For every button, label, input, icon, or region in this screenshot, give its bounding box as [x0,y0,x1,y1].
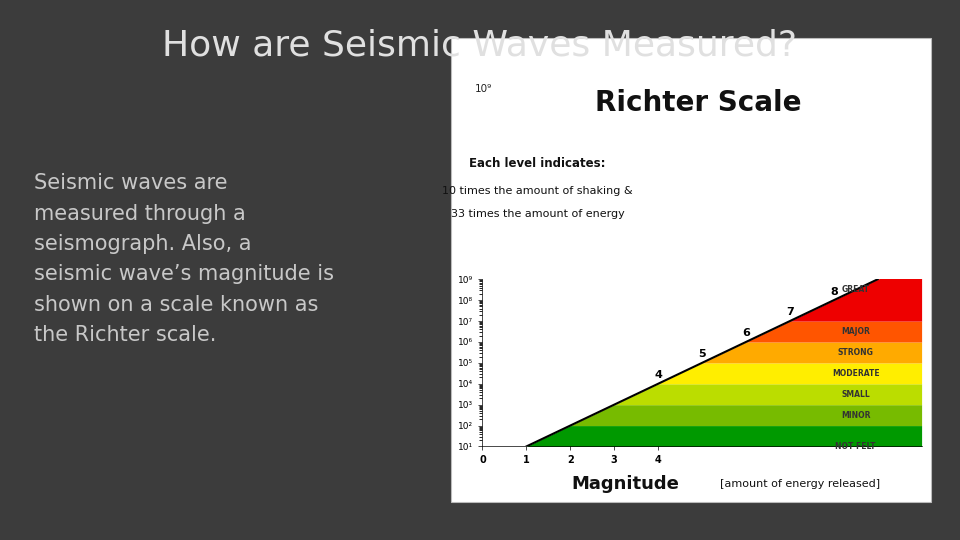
Text: STRONG: STRONG [838,348,874,357]
Text: Seismic waves are
measured through a
seismograph. Also, a
seismic wave’s magnitu: Seismic waves are measured through a sei… [34,173,334,345]
Text: Magnitude: Magnitude [571,475,679,492]
Text: Richter Scale: Richter Scale [595,89,802,117]
Text: NOT FELT: NOT FELT [835,442,876,451]
Text: SMALL: SMALL [841,390,870,399]
Text: 5: 5 [698,349,706,359]
Text: [amount of energy released]: [amount of energy released] [720,478,880,489]
Text: MODERATE: MODERATE [832,369,879,378]
Text: 8: 8 [829,287,838,296]
Text: 10 times the amount of shaking &: 10 times the amount of shaking & [443,186,633,196]
Text: 33 times the amount of energy: 33 times the amount of energy [451,210,624,219]
Text: 7: 7 [786,307,794,318]
Text: How are Seismic Waves Measured?: How are Seismic Waves Measured? [162,29,798,63]
Text: Each level indicates:: Each level indicates: [469,157,606,170]
Text: MINOR: MINOR [841,410,871,420]
Text: GREAT: GREAT [842,285,870,294]
Text: MAJOR: MAJOR [841,327,870,336]
FancyBboxPatch shape [451,38,931,502]
Text: 10⁹: 10⁹ [475,84,492,94]
Text: 4: 4 [654,370,662,380]
Text: 6: 6 [742,328,750,338]
